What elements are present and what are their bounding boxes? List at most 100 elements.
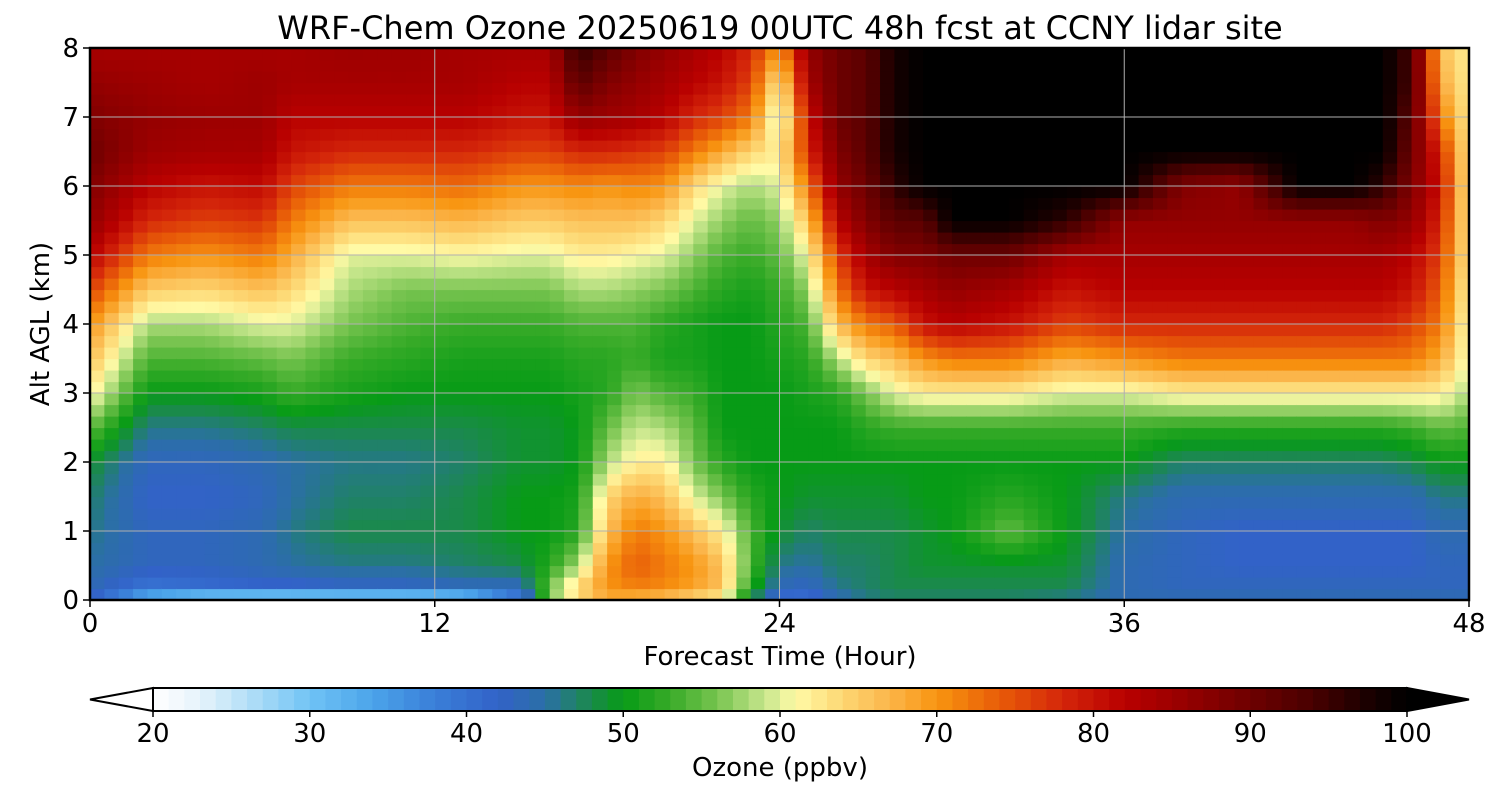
heatmap-cell	[434, 393, 450, 406]
heatmap-cell	[391, 140, 407, 153]
heatmap-cell	[678, 554, 694, 567]
heatmap-cell	[434, 220, 450, 233]
heatmap-cell	[980, 186, 996, 199]
heatmap-cell	[1138, 519, 1154, 532]
heatmap-cell	[822, 59, 838, 72]
heatmap-cell	[492, 94, 508, 107]
heatmap-cell	[391, 209, 407, 222]
heatmap-cell	[1296, 370, 1312, 383]
heatmap-cell	[1167, 462, 1183, 475]
colorbar-band	[858, 688, 875, 711]
heatmap-cell	[578, 128, 594, 141]
heatmap-cell	[1253, 186, 1269, 199]
heatmap-cell	[291, 312, 307, 325]
heatmap-cell	[880, 577, 896, 590]
heatmap-cell	[908, 301, 924, 314]
y-tick-label: 3	[62, 379, 79, 409]
heatmap-cell	[678, 393, 694, 406]
heatmap-cell	[750, 243, 766, 256]
heatmap-cell	[578, 335, 594, 348]
heatmap-cell	[133, 496, 149, 509]
heatmap-cell	[923, 335, 939, 348]
heatmap-cell	[621, 243, 637, 256]
heatmap-cell	[836, 197, 852, 210]
heatmap-cell	[1196, 151, 1212, 164]
heatmap-cell	[391, 174, 407, 187]
heatmap-cell	[1239, 496, 1255, 509]
heatmap-cell	[1382, 186, 1398, 199]
heatmap-cell	[1081, 140, 1097, 153]
heatmap-cell	[1310, 105, 1326, 118]
heatmap-cell	[1009, 48, 1025, 61]
heatmap-cell	[291, 209, 307, 222]
heatmap-cell	[937, 370, 953, 383]
heatmap-cell	[362, 220, 378, 233]
heatmap-cell	[147, 508, 163, 521]
heatmap-cell	[1167, 232, 1183, 245]
heatmap-cell	[1023, 117, 1039, 130]
heatmap-cell	[291, 565, 307, 578]
heatmap-cell	[1052, 117, 1068, 130]
heatmap-cell	[1224, 358, 1240, 371]
heatmap-cell	[937, 59, 953, 72]
heatmap-cell	[664, 496, 680, 509]
heatmap-cell	[1325, 174, 1341, 187]
heatmap-cell	[1109, 554, 1125, 567]
heatmap-cell	[635, 542, 651, 555]
heatmap-cell	[1052, 140, 1068, 153]
heatmap-cell	[305, 485, 321, 498]
heatmap-cell	[1081, 358, 1097, 371]
heatmap-cell	[1009, 347, 1025, 360]
heatmap-cell	[808, 416, 824, 429]
heatmap-cell	[262, 427, 278, 440]
heatmap-cell	[219, 94, 235, 107]
heatmap-cell	[592, 554, 608, 567]
heatmap-cell	[1267, 278, 1283, 291]
heatmap-cell	[664, 439, 680, 452]
heatmap-cell	[1382, 312, 1398, 325]
heatmap-cell	[549, 117, 565, 130]
heatmap-cell	[1066, 243, 1082, 256]
heatmap-cell	[1325, 151, 1341, 164]
heatmap-cell	[951, 71, 967, 84]
heatmap-cell	[1038, 485, 1054, 498]
heatmap-cell	[118, 588, 134, 601]
heatmap-cell	[822, 255, 838, 268]
heatmap-cell	[937, 416, 953, 429]
heatmap-cell	[793, 347, 809, 360]
heatmap-cell	[564, 531, 579, 544]
heatmap-cell	[190, 220, 206, 233]
heatmap-cell	[204, 554, 220, 567]
heatmap-cell	[1095, 531, 1111, 544]
heatmap-cell	[1282, 289, 1298, 302]
heatmap-cell	[520, 48, 536, 61]
heatmap-cell	[276, 140, 292, 153]
colorbar-band	[1124, 688, 1142, 711]
heatmap-cell	[923, 439, 939, 452]
heatmap-cell	[161, 186, 177, 199]
heatmap-cell	[233, 462, 249, 475]
heatmap-cell	[779, 117, 795, 130]
heatmap-cell	[1124, 450, 1140, 463]
heatmap-cell	[1354, 588, 1370, 601]
heatmap-cell	[1109, 301, 1125, 314]
heatmap-cell	[506, 197, 522, 210]
heatmap-cell	[1382, 209, 1398, 222]
heatmap-cell	[506, 255, 522, 268]
heatmap-cell	[664, 588, 680, 601]
heatmap-cell	[90, 48, 105, 61]
heatmap-cell	[1425, 105, 1441, 118]
heatmap-cell	[348, 473, 364, 486]
heatmap-cell	[147, 496, 163, 509]
heatmap-cell	[161, 370, 177, 383]
heatmap-cell	[549, 404, 565, 417]
heatmap-cell	[994, 370, 1010, 383]
heatmap-cell	[994, 473, 1010, 486]
heatmap-cell	[980, 266, 996, 279]
heatmap-cell	[549, 439, 565, 452]
heatmap-cell	[233, 48, 249, 61]
heatmap-cell	[319, 140, 335, 153]
heatmap-cell	[822, 324, 838, 337]
heatmap-cell	[765, 71, 781, 84]
heatmap-cell	[1310, 232, 1326, 245]
